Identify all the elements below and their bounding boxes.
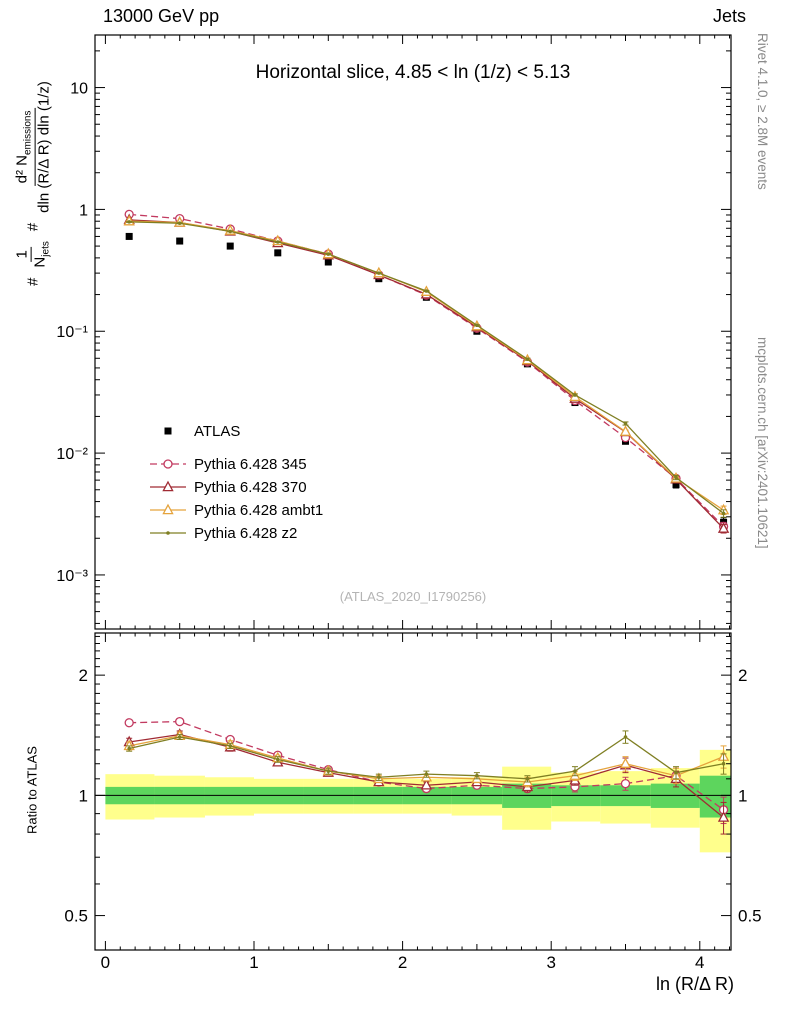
svg-text:0: 0 [101, 953, 110, 972]
svg-text:4: 4 [695, 953, 704, 972]
svg-text:Pythia 6.428 370: Pythia 6.428 370 [194, 479, 307, 496]
svg-text:1: 1 [79, 786, 88, 805]
svg-text:10⁻²: 10⁻² [56, 446, 88, 463]
svg-text:2: 2 [398, 953, 407, 972]
svg-text:Pythia 6.428 345: Pythia 6.428 345 [194, 456, 307, 473]
plot-title: Horizontal slice, 4.85 < ln (1/z) < 5.13 [255, 62, 571, 83]
svg-text:1: 1 [738, 786, 747, 805]
ratio-y-axis-label: Ratio to ATLAS [24, 746, 40, 834]
main-y-axis-label: # 1 Njets # d² Nemissions dln (R/Δ R) dl… [13, 78, 53, 286]
rivet-version-label: Rivet 4.1.0, ≥ 2.8M events [755, 33, 770, 190]
analysis-id-watermark: (ATLAS_2020_I1790256) [339, 589, 487, 604]
svg-text:3: 3 [546, 953, 555, 972]
svg-text:1: 1 [79, 202, 88, 219]
analysis-type-label: Jets [712, 6, 746, 26]
svg-text:1: 1 [249, 953, 258, 972]
svg-text:Pythia 6.428 z2: Pythia 6.428 z2 [194, 525, 297, 542]
x-axis-label: ln (R/Δ R) [655, 974, 734, 994]
d2n-fraction: d² Nemissions dln (R/Δ R) dln (1/z) [13, 81, 53, 213]
svg-text:0.5: 0.5 [738, 907, 762, 926]
svg-text:2: 2 [79, 666, 88, 685]
hash-symbol: # [24, 222, 42, 232]
svg-text:10⁻¹: 10⁻¹ [56, 324, 88, 341]
svg-text:10: 10 [70, 81, 88, 98]
mcplots-credit-label: mcplots.cern.ch [arXiv:2401.10621] [755, 337, 770, 549]
svg-text:ATLAS: ATLAS [194, 423, 240, 440]
svg-text:0.5: 0.5 [64, 907, 88, 926]
hash-symbol: # [24, 277, 42, 286]
svg-text:Pythia 6.428 ambt1: Pythia 6.428 ambt1 [194, 502, 323, 519]
beam-energy-label: 13000 GeV pp [103, 6, 220, 26]
one-over-njets-fraction: 1 Njets [13, 241, 52, 268]
svg-text:10⁻³: 10⁻³ [56, 568, 88, 585]
svg-text:2: 2 [738, 666, 747, 685]
